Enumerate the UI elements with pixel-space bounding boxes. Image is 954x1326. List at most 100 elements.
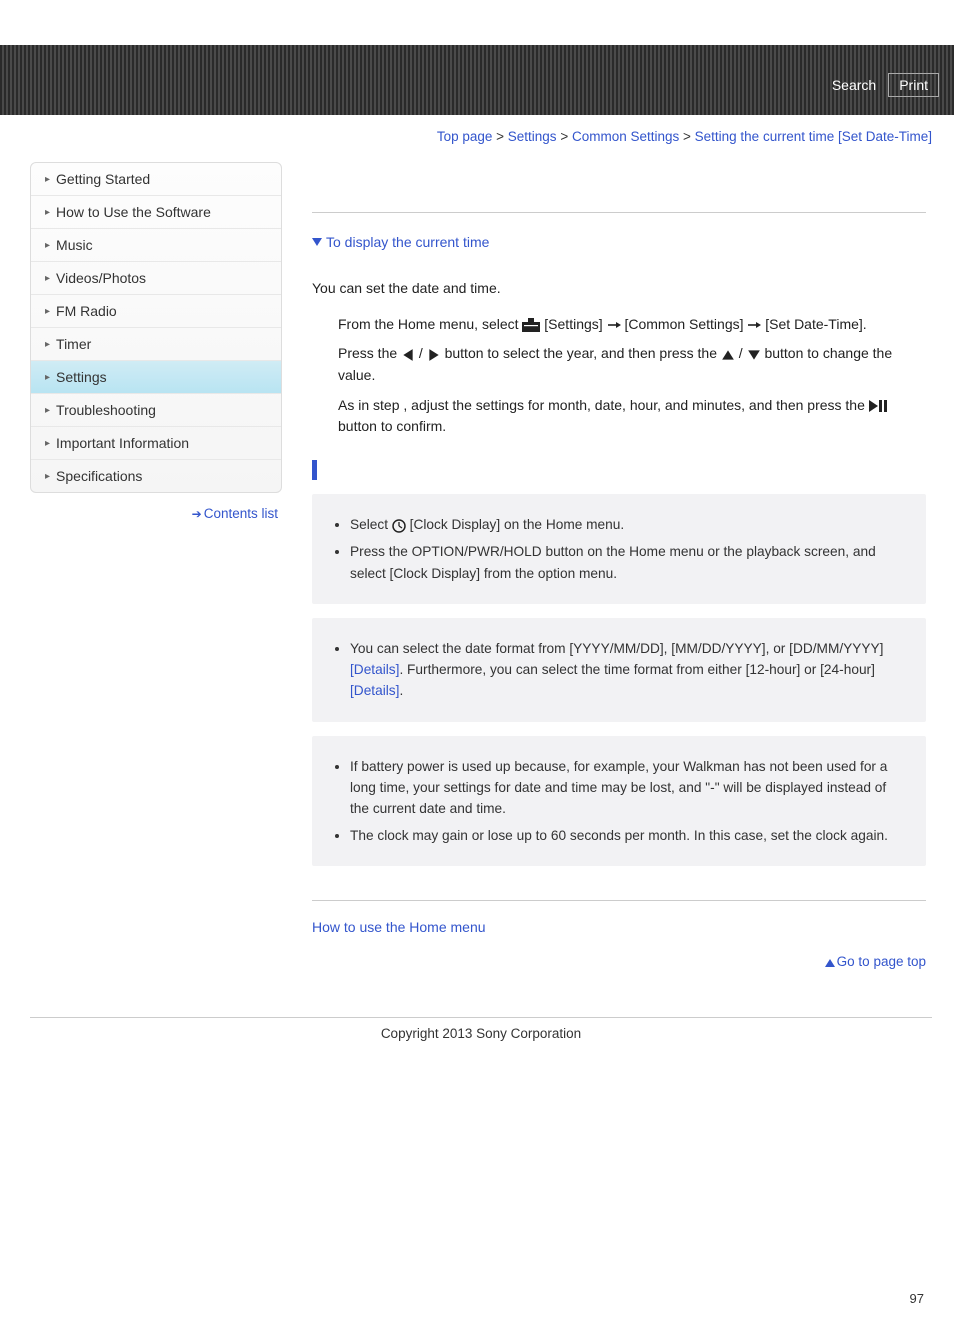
contents-list-row: ➔Contents list	[30, 493, 282, 521]
sidebar-item-timer[interactable]: ▸Timer	[31, 328, 281, 361]
goto-top-row: Go to page top	[312, 953, 926, 969]
hint2-item1: You can select the date format from [YYY…	[350, 638, 908, 702]
chevron-right-icon: ▸	[45, 339, 50, 350]
sidebar-item-software[interactable]: ▸ How to Use the Software	[31, 196, 281, 229]
breadcrumb-sep: >	[557, 129, 572, 144]
contents-list-label: Contents list	[204, 506, 278, 521]
hint1-item1-b: [Clock Display] on the Home menu.	[410, 517, 625, 532]
hint2-b: . Furthermore, you can select the time f…	[399, 662, 874, 677]
note-item2: The clock may gain or lose up to 60 seco…	[350, 825, 908, 846]
sidebar-item-label: Videos/Photos	[56, 270, 146, 286]
goto-top-label: Go to page top	[837, 954, 926, 969]
nav-box: ▸ Getting Started ▸ How to Use the Softwar…	[30, 162, 282, 493]
step2-d: /	[739, 345, 747, 361]
print-button[interactable]: Print	[888, 73, 939, 97]
sidebar-item-getting-started[interactable]: ▸ Getting Started	[31, 163, 281, 196]
step-1: From the Home menu, select [Settings] [C…	[338, 314, 926, 336]
divider	[312, 900, 926, 901]
related-topic-link[interactable]: How to use the Home menu	[312, 919, 486, 935]
play-pause-icon	[869, 400, 887, 412]
hint1-item1: Select [Clock Display] on the Home menu.	[350, 514, 908, 535]
triangle-up-icon	[721, 348, 735, 362]
clock-icon	[392, 519, 406, 533]
collapse-link-label: To display the current time	[326, 234, 489, 250]
breadcrumb-sep: >	[492, 129, 507, 144]
hint1-item2: Press the OPTION/PWR/HOLD button on the …	[350, 541, 908, 583]
sidebar-item-important[interactable]: ▸ Important Information	[31, 427, 281, 460]
chevron-right-icon: ▸	[45, 240, 50, 251]
chevron-right-icon: ▸	[45, 405, 50, 416]
triangle-up-icon	[825, 959, 835, 967]
settings-toolbox-icon	[522, 318, 540, 332]
triangle-left-icon	[401, 348, 415, 362]
header-bar: Search Print	[0, 45, 954, 115]
step-3: As in step , adjust the settings for mon…	[338, 395, 926, 438]
breadcrumb: Top page > Settings > Common Settings > …	[0, 115, 954, 152]
sidebar-item-label: Settings	[56, 369, 107, 385]
steps: From the Home menu, select [Settings] [C…	[312, 314, 926, 438]
chevron-right-icon: ▸	[45, 372, 50, 383]
main-content: To display the current time You can set …	[290, 152, 954, 1009]
collapse-link[interactable]: To display the current time	[312, 234, 489, 250]
sidebar-item-label: Important Information	[56, 435, 189, 451]
triangle-down-icon	[312, 238, 322, 246]
section-marker-icon	[312, 460, 317, 480]
hint1-item1-a: Select	[350, 517, 392, 532]
sidebar-item-fm[interactable]: ▸ FM Radio	[31, 295, 281, 328]
hint2-a: You can select the date format from [YYY…	[350, 641, 883, 656]
arrow-right-icon	[607, 318, 621, 332]
step3-a: As in step	[338, 397, 403, 413]
step2-a: Press the	[338, 345, 401, 361]
sidebar-item-troubleshooting[interactable]: ▸ Troubleshooting	[31, 394, 281, 427]
chevron-right-icon: ▸	[45, 207, 50, 218]
chevron-right-icon: ▸	[45, 273, 50, 284]
main-layout: ▸ Getting Started ▸ How to Use the Softwar…	[0, 152, 954, 1009]
breadcrumb-link-top[interactable]: Top page	[437, 129, 493, 144]
sidebar-item-label: FM Radio	[56, 303, 117, 319]
header-controls: Search Print	[832, 73, 939, 97]
breadcrumb-link-current[interactable]: Setting the current time [Set Date-Time]	[695, 129, 932, 144]
step1-b: [Settings]	[544, 316, 606, 332]
page-number: 97	[0, 1041, 954, 1326]
sidebar-item-settings[interactable]: ▸ Settings	[31, 361, 281, 394]
step2-b: /	[419, 345, 427, 361]
copyright: Copyright 2013 Sony Corporation	[30, 1017, 932, 1041]
sidebar-item-label: Specifications	[56, 468, 142, 484]
divider	[312, 212, 926, 213]
arrow-right-icon	[747, 318, 761, 332]
breadcrumb-sep: >	[679, 129, 694, 144]
breadcrumb-link-common[interactable]: Common Settings	[572, 129, 679, 144]
details-link[interactable]: [Details]	[350, 662, 399, 677]
chevron-right-icon: ▸	[45, 306, 50, 317]
triangle-down-icon	[747, 348, 761, 362]
arrow-right-icon: ➔	[192, 507, 202, 521]
hint2-c: .	[399, 683, 403, 698]
hint-box-1: Select [Clock Display] on the Home menu.…	[312, 494, 926, 604]
sidebar-item-specifications[interactable]: ▸ Specifications	[31, 460, 281, 492]
note-box: If battery power is used up because, for…	[312, 736, 926, 867]
sidebar-item-music[interactable]: ▸Music	[31, 229, 281, 262]
chevron-right-icon: ▸	[45, 438, 50, 449]
goto-top-link[interactable]: Go to page top	[825, 954, 926, 969]
chevron-right-icon: ▸	[45, 174, 50, 185]
intro-text: You can set the date and time.	[312, 278, 926, 300]
sidebar: ▸ Getting Started ▸ How to Use the Softwar…	[0, 152, 290, 1009]
triangle-right-icon	[427, 348, 441, 362]
sidebar-item-label: Troubleshooting	[56, 402, 156, 418]
step1-a: From the Home menu, select	[338, 316, 522, 332]
hint-box-2: You can select the date format from [YYY…	[312, 618, 926, 722]
breadcrumb-link-settings[interactable]: Settings	[508, 129, 557, 144]
step1-c: [Common Settings]	[624, 316, 747, 332]
step2-c: button to select the year, and then pres…	[445, 345, 721, 361]
sidebar-item-label: Getting Started	[56, 171, 150, 187]
step3-c: button to confirm.	[338, 418, 446, 434]
note-item1: If battery power is used up because, for…	[350, 756, 908, 820]
chevron-right-icon: ▸	[45, 471, 50, 482]
search-label[interactable]: Search	[832, 77, 876, 93]
details-link[interactable]: [Details]	[350, 683, 399, 698]
sidebar-item-label: How to Use the Software	[56, 204, 211, 220]
contents-list-link[interactable]: ➔Contents list	[192, 506, 278, 521]
step1-d: [Set Date-Time].	[765, 316, 866, 332]
step3-b: , adjust the settings for month, date, h…	[403, 397, 868, 413]
sidebar-item-videos[interactable]: ▸ Videos/Photos	[31, 262, 281, 295]
